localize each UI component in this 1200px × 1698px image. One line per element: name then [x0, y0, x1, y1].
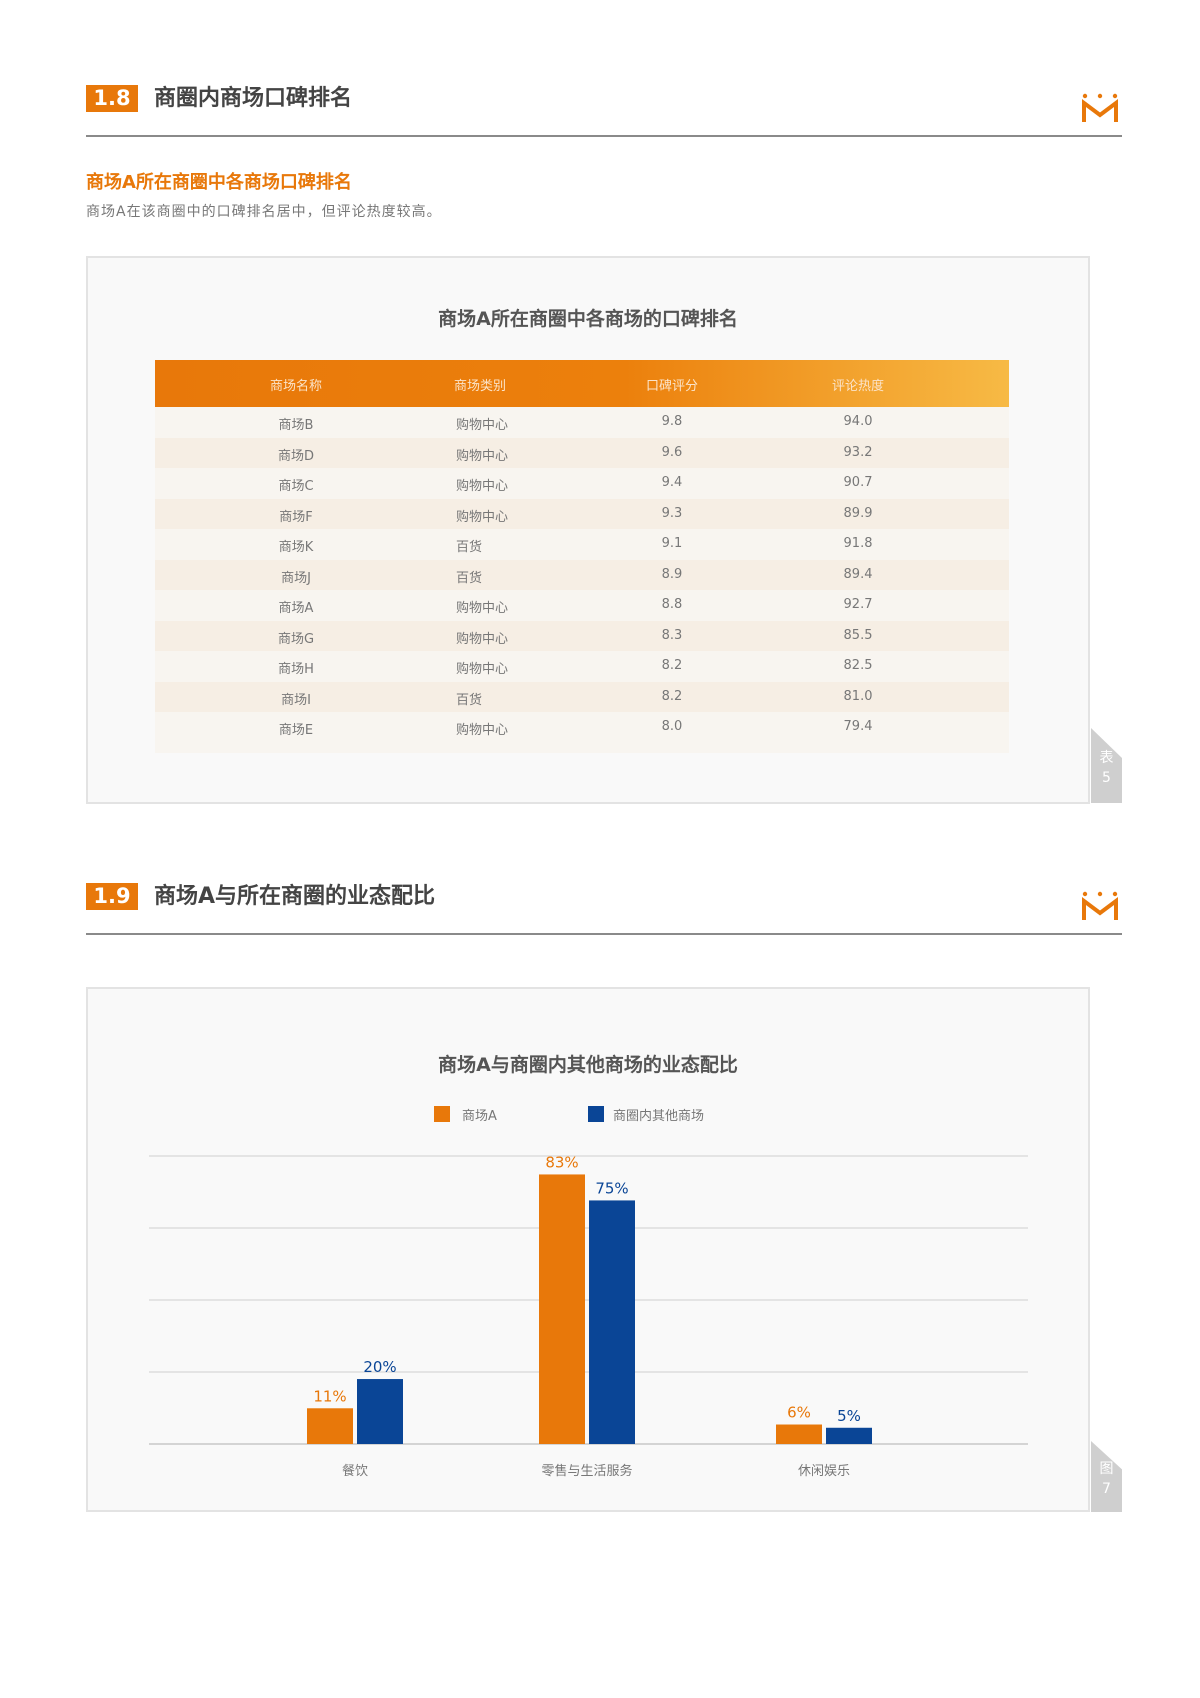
- table-row: 商场H 购物中心 8.2 82.5: [155, 651, 1009, 682]
- table-cell: 购物中心: [456, 601, 509, 616]
- table-cell: 91.8: [843, 536, 873, 551]
- tab-number: 7: [1102, 1481, 1111, 1497]
- table-cell: 9.8: [661, 414, 683, 429]
- table-cell: 82.5: [843, 658, 873, 673]
- subsection-title: 商场A所在商圈中各商场口碑排名: [86, 172, 352, 193]
- section-title: 商圈内商场口碑排名: [154, 86, 353, 111]
- table-header: 商场名称 商场类别 口碑评分 评论热度: [155, 360, 1009, 407]
- table-cell: 89.9: [843, 505, 873, 521]
- section-divider: [86, 933, 1122, 935]
- tab-label: 图: [1099, 1461, 1114, 1477]
- table-cell: 93.2: [843, 444, 873, 460]
- table-cell: 89.4: [843, 566, 873, 582]
- column-header: 口碑评分: [645, 379, 699, 394]
- table-row: 商场J 百货 8.9 89.4: [155, 559, 1009, 590]
- tab-number: 5: [1102, 770, 1111, 786]
- column-header: 评论热度: [831, 379, 885, 394]
- bar: [776, 1424, 822, 1444]
- bar: [826, 1427, 872, 1444]
- table-cell: 8.8: [661, 597, 683, 612]
- table-cell: 8.2: [661, 688, 683, 704]
- x-tick-label: 餐饮: [342, 1463, 368, 1479]
- table-cell: 商场G: [277, 631, 315, 647]
- table-cell: 94.0: [843, 414, 873, 429]
- table-cell: 商场I: [281, 692, 311, 708]
- data-label: 75%: [595, 1179, 628, 1197]
- table-cell: 购物中心: [456, 662, 509, 677]
- crown-m-logo-icon: [1082, 93, 1118, 122]
- table-cell: 79.4: [843, 719, 873, 734]
- chart-title: 商场A与商圈内其他商场的业态配比: [438, 1054, 738, 1076]
- table-cell: 商场F: [279, 509, 313, 525]
- table-row: 商场E 购物中心 8.0 79.4: [155, 712, 1009, 743]
- table-row: 商场K 百货 9.1 91.8: [155, 529, 1009, 560]
- table-cell: 商场C: [278, 479, 314, 494]
- data-label: 83%: [545, 1153, 578, 1171]
- table-cell: 购物中心: [456, 723, 509, 738]
- legend-label: 商场A: [462, 1109, 497, 1124]
- table-cell: 商场E: [278, 723, 314, 738]
- column-header: 商场类别: [453, 379, 507, 394]
- table-row: 商场G 购物中心 8.3 85.5: [155, 620, 1009, 651]
- table-cell: 85.5: [843, 627, 873, 643]
- data-label: 6%: [787, 1404, 811, 1422]
- bar: [589, 1200, 635, 1444]
- table-cell: 9.1: [661, 536, 683, 551]
- bar: [539, 1174, 585, 1444]
- chart-panel: 商场A与商圈内其他商场的业态配比: [86, 987, 1090, 1512]
- table-cell: 购物中心: [456, 631, 509, 647]
- legend-label: 商圈内其他商场: [613, 1109, 705, 1124]
- table-cell: 8.3: [661, 627, 683, 643]
- table-cell: 商场B: [278, 418, 314, 433]
- data-label: 11%: [313, 1387, 346, 1405]
- table-cell: 81.0: [843, 688, 873, 704]
- table-row: 商场A 购物中心 8.8 92.7: [155, 590, 1009, 621]
- data-label: 20%: [363, 1358, 396, 1376]
- x-tick-label: 零售与生活服务: [541, 1463, 632, 1479]
- table-cell: 购物中心: [456, 479, 509, 494]
- section-divider: [86, 135, 1122, 137]
- table-cell: 购物中心: [456, 509, 509, 525]
- table-cell: 90.7: [843, 475, 873, 490]
- table-cell: 购物中心: [456, 418, 509, 433]
- table-row: 商场D 购物中心 9.6 93.2: [155, 437, 1009, 468]
- section-title: 商场A与所在商圈的业态配比: [154, 884, 436, 909]
- table-cell: 商场D: [277, 448, 315, 464]
- table-footer-pad: [155, 742, 1009, 753]
- table-cell: 9.4: [661, 475, 683, 490]
- tab-label: 表: [1099, 750, 1114, 766]
- table-row: 商场I 百货 8.2 81.0: [155, 681, 1009, 712]
- data-label: 5%: [837, 1407, 861, 1425]
- table-cell: 92.7: [843, 597, 873, 612]
- section-number-badge: 1.9: [86, 883, 138, 910]
- table-cell: 商场J: [281, 570, 311, 586]
- bar: [357, 1379, 403, 1444]
- table-cell: 商场A: [278, 601, 314, 616]
- table-cell: 百货: [456, 570, 483, 586]
- table-cell: 商场K: [278, 540, 314, 555]
- table-cell: 百货: [456, 540, 483, 555]
- table-row: 商场F 购物中心 9.3 89.9: [155, 498, 1009, 529]
- x-tick-label: 休闲娱乐: [798, 1464, 850, 1479]
- table-cell: 8.0: [661, 719, 683, 734]
- column-header: 商场名称: [269, 379, 323, 394]
- subsection-description: 商场A在该商圈中的口碑排名居中，但评论热度较高。: [86, 204, 442, 220]
- table-cell: 8.2: [661, 658, 683, 673]
- table-cell: 9.6: [661, 444, 683, 460]
- legend-swatch-b: [588, 1106, 604, 1122]
- table-cell: 8.9: [661, 566, 683, 582]
- table-cell: 商场H: [278, 662, 314, 677]
- legend-swatch-a: [434, 1106, 450, 1122]
- section-number-badge: 1.8: [86, 85, 138, 112]
- table-cell: 购物中心: [456, 448, 509, 464]
- table-cell: 9.3: [661, 505, 683, 521]
- table-row: 商场B 购物中心 9.8 94.0: [155, 407, 1009, 438]
- table-title: 商场A所在商圈中各商场的口碑排名: [438, 308, 738, 330]
- table-cell: 百货: [456, 692, 483, 708]
- crown-m-logo-icon: [1082, 891, 1118, 920]
- table-row: 商场C 购物中心 9.4 90.7: [155, 468, 1009, 499]
- bar: [307, 1408, 353, 1444]
